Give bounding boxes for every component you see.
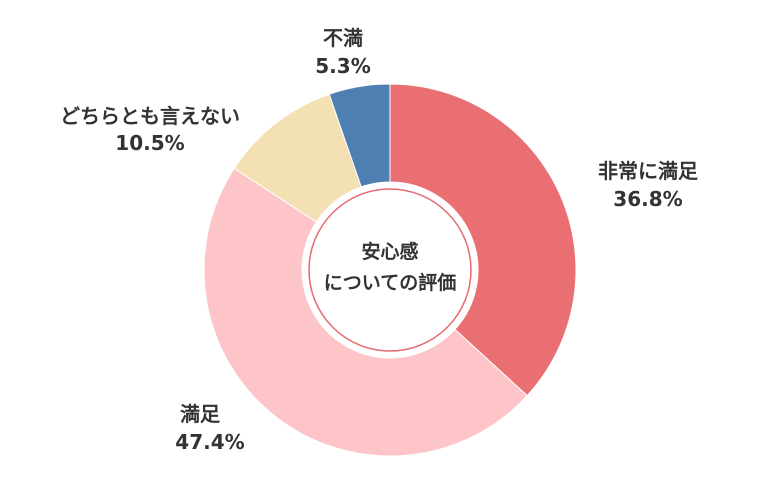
center-label-line-1: 安心感 xyxy=(361,240,418,263)
label-satisfied-value: 47.4% xyxy=(175,430,244,454)
label-neutral-name: どちらとも言えない xyxy=(60,104,240,128)
label-neutral-value: 10.5% xyxy=(115,131,184,155)
label-satisfied-name: 満足 xyxy=(180,402,221,426)
label-very-satisfied-name: 非常に満足 xyxy=(598,159,699,183)
label-very-satisfied-value: 36.8% xyxy=(613,187,682,211)
slices-group xyxy=(203,83,577,457)
center-label-line-2: についての評価 xyxy=(324,271,456,294)
label-dissatisfied-name: 不満 xyxy=(323,26,363,50)
center-ring xyxy=(308,188,472,352)
label-dissatisfied-value: 5.3% xyxy=(315,54,370,78)
center-disc xyxy=(302,182,478,358)
